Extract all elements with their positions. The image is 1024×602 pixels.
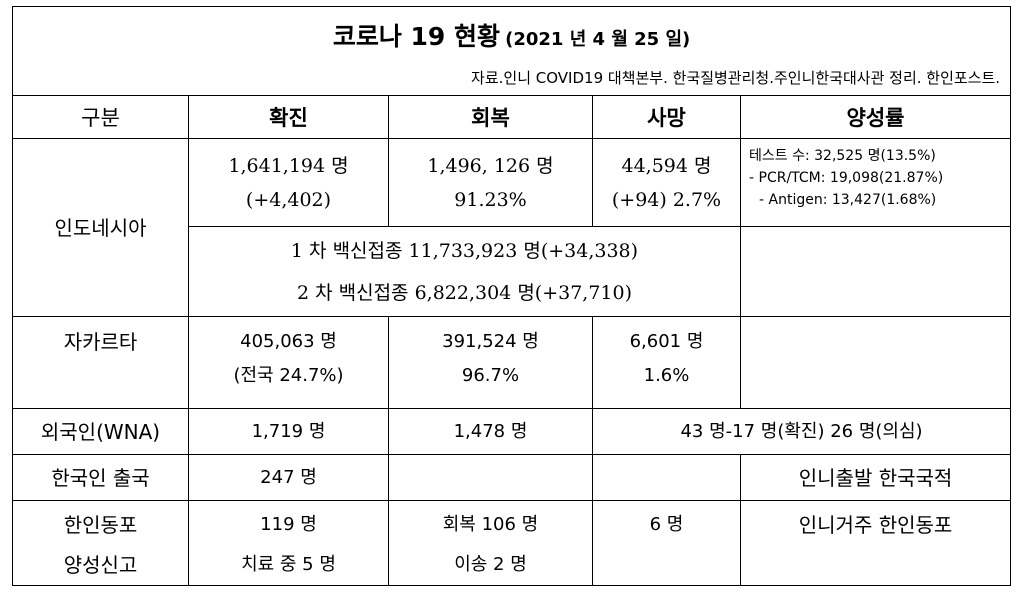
korean-residents-confirmed-count: 119 명 (260, 514, 317, 535)
korean-residents-in-treatment: 치료 중 5 명 (241, 554, 336, 575)
vaccine-row: 1 차 백신접종 11,733,923 명(+34,338) 2 차 백신접종 … (13, 226, 1012, 317)
title-row: 코로나 19 현황 (2021 년 4 월 25 일) 자료.인니 COVID1… (11, 6, 1012, 96)
jakarta-confirmed: 405,063 명 (전국 24.7%) (188, 316, 389, 409)
korean-departure-row: 한국인 출국 247 명 인니출발 한국국적 (12, 454, 1012, 501)
korean-residents-note: 인니거주 한인동포 (739, 500, 1012, 586)
tests-antigen: - Antigen: 13,427(1.68%) (759, 192, 937, 208)
indonesia-recovered-rate: 91.23% (454, 188, 527, 211)
korean-departure-label: 한국인 출국 (12, 454, 189, 501)
header-deaths: 사망 (592, 95, 741, 139)
indonesia-label: 인도네시아 (12, 138, 189, 317)
korean-residents-row: 한인동포 양성신고 119 명 치료 중 5 명 회복 106 명 이송 2 명… (12, 500, 1012, 586)
indonesia-confirmed: 1,641,194 명 (+4,402) (188, 138, 389, 227)
foreigners-recovered: 1,478 명 (388, 408, 593, 455)
foreigners-confirmed: 1,719 명 (188, 408, 389, 455)
header-recovered: 회복 (388, 95, 593, 139)
indonesia-recovered-count: 1,496, 126 명 (427, 154, 554, 177)
korean-residents-recovered-count: 회복 106 명 (442, 514, 539, 535)
covid-status-table: 코로나 19 현황 (2021 년 4 월 25 일) 자료.인니 COVID1… (11, 6, 1012, 586)
header-positivity: 양성률 (739, 95, 1012, 139)
tests-pcr: - PCR/TCM: 19,098(21.87%) (749, 170, 944, 186)
header-row: 구분 확진 회복 사망 양성률 (12, 95, 1012, 139)
indonesia-row: 인도네시아 1,641,194 명 (+4,402) 1,496, 126 명 … (12, 138, 1012, 317)
indonesia-confirmed-count: 1,641,194 명 (228, 154, 349, 177)
korean-residents-confirmed: 119 명 치료 중 5 명 (188, 500, 389, 586)
jakarta-deaths-rate: 1.6% (643, 365, 690, 386)
jakarta-empty-cell (739, 316, 1012, 409)
korean-residents-recovered: 회복 106 명 이송 2 명 (388, 500, 593, 586)
foreigners-deaths: 43 명-17 명(확진) 26 명(의심) (591, 408, 1012, 455)
korean-residents-deaths: 6 명 (592, 500, 741, 586)
korean-residents-label-line1: 한인동포 (63, 513, 138, 537)
korean-departure-note: 인니출발 한국국적 (739, 454, 1012, 501)
jakarta-confirmed-count: 405,063 명 (240, 331, 337, 352)
vaccine-empty-cell (739, 226, 1012, 317)
covid-status-table-frame: 코로나 19 현황 (2021 년 4 월 25 일) 자료.인니 COVID1… (11, 6, 1012, 596)
foreigners-row: 외국인(WNA) 1,719 명 1,478 명 43 명-17 명(확진) 2… (12, 408, 1012, 455)
jakarta-deaths-count: 6,601 명 (629, 331, 704, 352)
korean-residents-label: 한인동포 양성신고 (12, 500, 189, 586)
indonesia-deaths-count: 44,594 명 (621, 154, 712, 177)
tests-total: 테스트 수: 32,525 명(13.5%) (749, 148, 936, 164)
indonesia-recovered: 1,496, 126 명 91.23% (388, 138, 593, 227)
korean-departure-empty-recovered (388, 454, 593, 501)
report-date: (2021 년 4 월 25 일) (505, 29, 691, 50)
jakarta-confirmed-share: (전국 24.7%) (233, 365, 344, 386)
korean-departure-empty-deaths (592, 454, 741, 501)
indonesia-confirmed-delta: (+4,402) (245, 188, 332, 211)
jakarta-label: 자카르타 (12, 316, 189, 409)
title-cell: 코로나 19 현황 (2021 년 4 월 25 일) 자료.인니 COVID1… (11, 6, 1012, 96)
jakarta-recovered-rate: 96.7% (461, 365, 520, 386)
indonesia-deaths: 44,594 명 (+94) 2.7% (592, 138, 741, 227)
header-category: 구분 (12, 95, 189, 139)
jakarta-deaths: 6,601 명 1.6% (592, 316, 741, 409)
vaccine-second-dose: 2 차 백신접종 6,822,304 명(+37,710) (296, 281, 633, 304)
jakarta-row: 자카르타 405,063 명 (전국 24.7%) 391,524 명 96.7… (12, 316, 1012, 409)
title-line: 코로나 19 현황 (2021 년 4 월 25 일) (14, 17, 1010, 53)
jakarta-recovered-count: 391,524 명 (442, 331, 539, 352)
vaccine-first-dose: 1 차 백신접종 11,733,923 명(+34,338) (290, 239, 639, 262)
jakarta-recovered: 391,524 명 96.7% (388, 316, 593, 409)
report-title: 코로나 19 현황 (332, 22, 501, 51)
vaccine-cell: 1 차 백신접종 11,733,923 명(+34,338) 2 차 백신접종 … (188, 226, 741, 317)
indonesia-deaths-delta: (+94) 2.7% (611, 188, 722, 211)
header-confirmed: 확진 (188, 95, 389, 139)
indonesia-tests: 테스트 수: 32,525 명(13.5%) - PCR/TCM: 19,098… (739, 138, 1012, 227)
source-credit: 자료.인니 COVID19 대책본부. 한국질병관리청.주인니한국대사관 정리.… (471, 69, 1001, 87)
korean-departure-count: 247 명 (188, 454, 389, 501)
foreigners-label: 외국인(WNA) (12, 408, 189, 455)
korean-residents-label-line2: 양성신고 (63, 553, 138, 577)
korean-residents-transferred: 이송 2 명 (454, 554, 527, 575)
